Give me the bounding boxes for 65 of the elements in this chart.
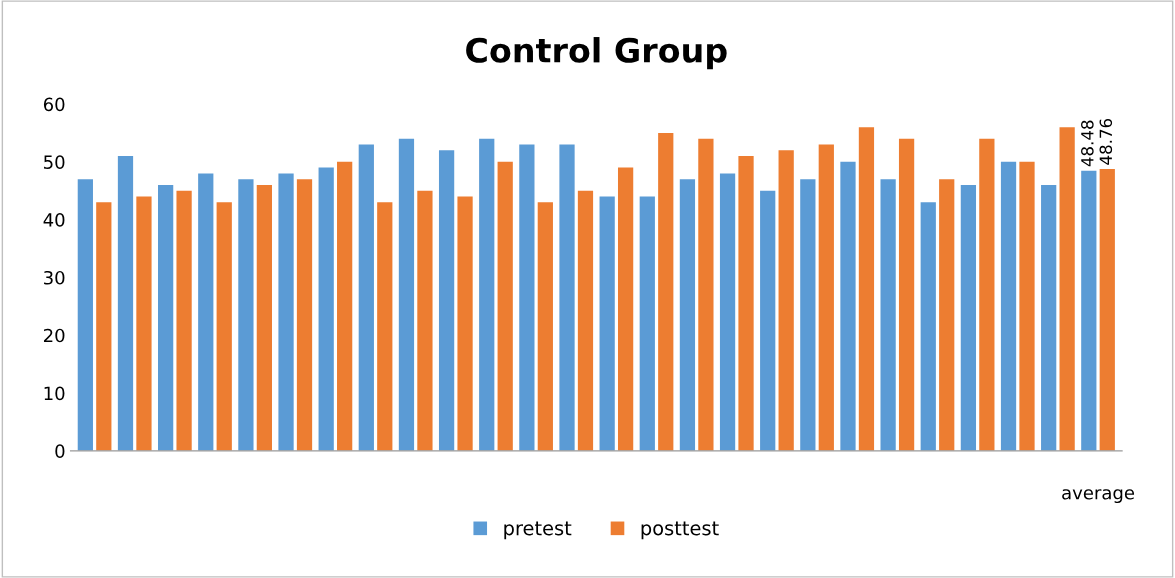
bar [96, 202, 112, 451]
legend-label: posttest [641, 521, 719, 540]
y-tick-label: 10 [44, 386, 65, 401]
bar [1041, 184, 1057, 451]
bar [1099, 169, 1115, 451]
bar [537, 202, 553, 451]
bar [497, 161, 513, 451]
bar [479, 138, 495, 451]
bar [939, 179, 955, 451]
bar [77, 179, 93, 451]
bar [880, 179, 896, 451]
data-label: 48.76 [1099, 118, 1113, 165]
bar [698, 138, 714, 451]
bar [358, 144, 374, 451]
bar [679, 179, 696, 451]
y-tick-label: 50 [44, 155, 65, 169]
bar [658, 132, 674, 451]
bar [719, 173, 736, 451]
data-label: 48.48 [1081, 120, 1094, 167]
x-tick-label: average [1062, 489, 1135, 504]
bar [438, 150, 455, 451]
bar [979, 138, 995, 451]
y-tick-label: 0 [55, 444, 65, 458]
bar [800, 179, 816, 451]
bar [318, 167, 334, 451]
bar [377, 202, 393, 451]
bar [417, 190, 433, 451]
bar [278, 173, 294, 451]
bar [216, 202, 232, 451]
bar [858, 127, 875, 451]
y-tick-label: 30 [44, 270, 65, 285]
bar [136, 196, 152, 451]
bar [960, 184, 977, 451]
bar [296, 179, 313, 451]
bar [898, 138, 915, 451]
chart-title: Control Group [466, 37, 727, 70]
bar [760, 190, 776, 451]
bar [818, 144, 834, 451]
bar [238, 179, 254, 451]
bar [577, 190, 594, 451]
bar [738, 156, 754, 451]
bar [599, 196, 615, 451]
y-tick-label: 40 [43, 213, 65, 227]
bar [778, 150, 794, 451]
y-tick-label: 60 [43, 97, 65, 112]
bar [840, 161, 856, 451]
bar [519, 144, 535, 451]
bar [117, 156, 134, 451]
bar [920, 202, 936, 451]
bar [176, 190, 192, 451]
bar [1081, 170, 1097, 451]
bar [559, 144, 575, 451]
bar [1059, 127, 1075, 451]
bar [1019, 161, 1035, 451]
bar [1000, 161, 1017, 451]
bar [337, 161, 353, 451]
bar [398, 138, 415, 451]
legend-label: pretest [504, 521, 572, 540]
bar [639, 196, 655, 451]
bar [617, 167, 634, 451]
bar [457, 196, 473, 451]
bar [256, 184, 272, 451]
y-tick-label: 20 [43, 328, 65, 343]
bar [158, 184, 174, 451]
bar [198, 173, 214, 451]
